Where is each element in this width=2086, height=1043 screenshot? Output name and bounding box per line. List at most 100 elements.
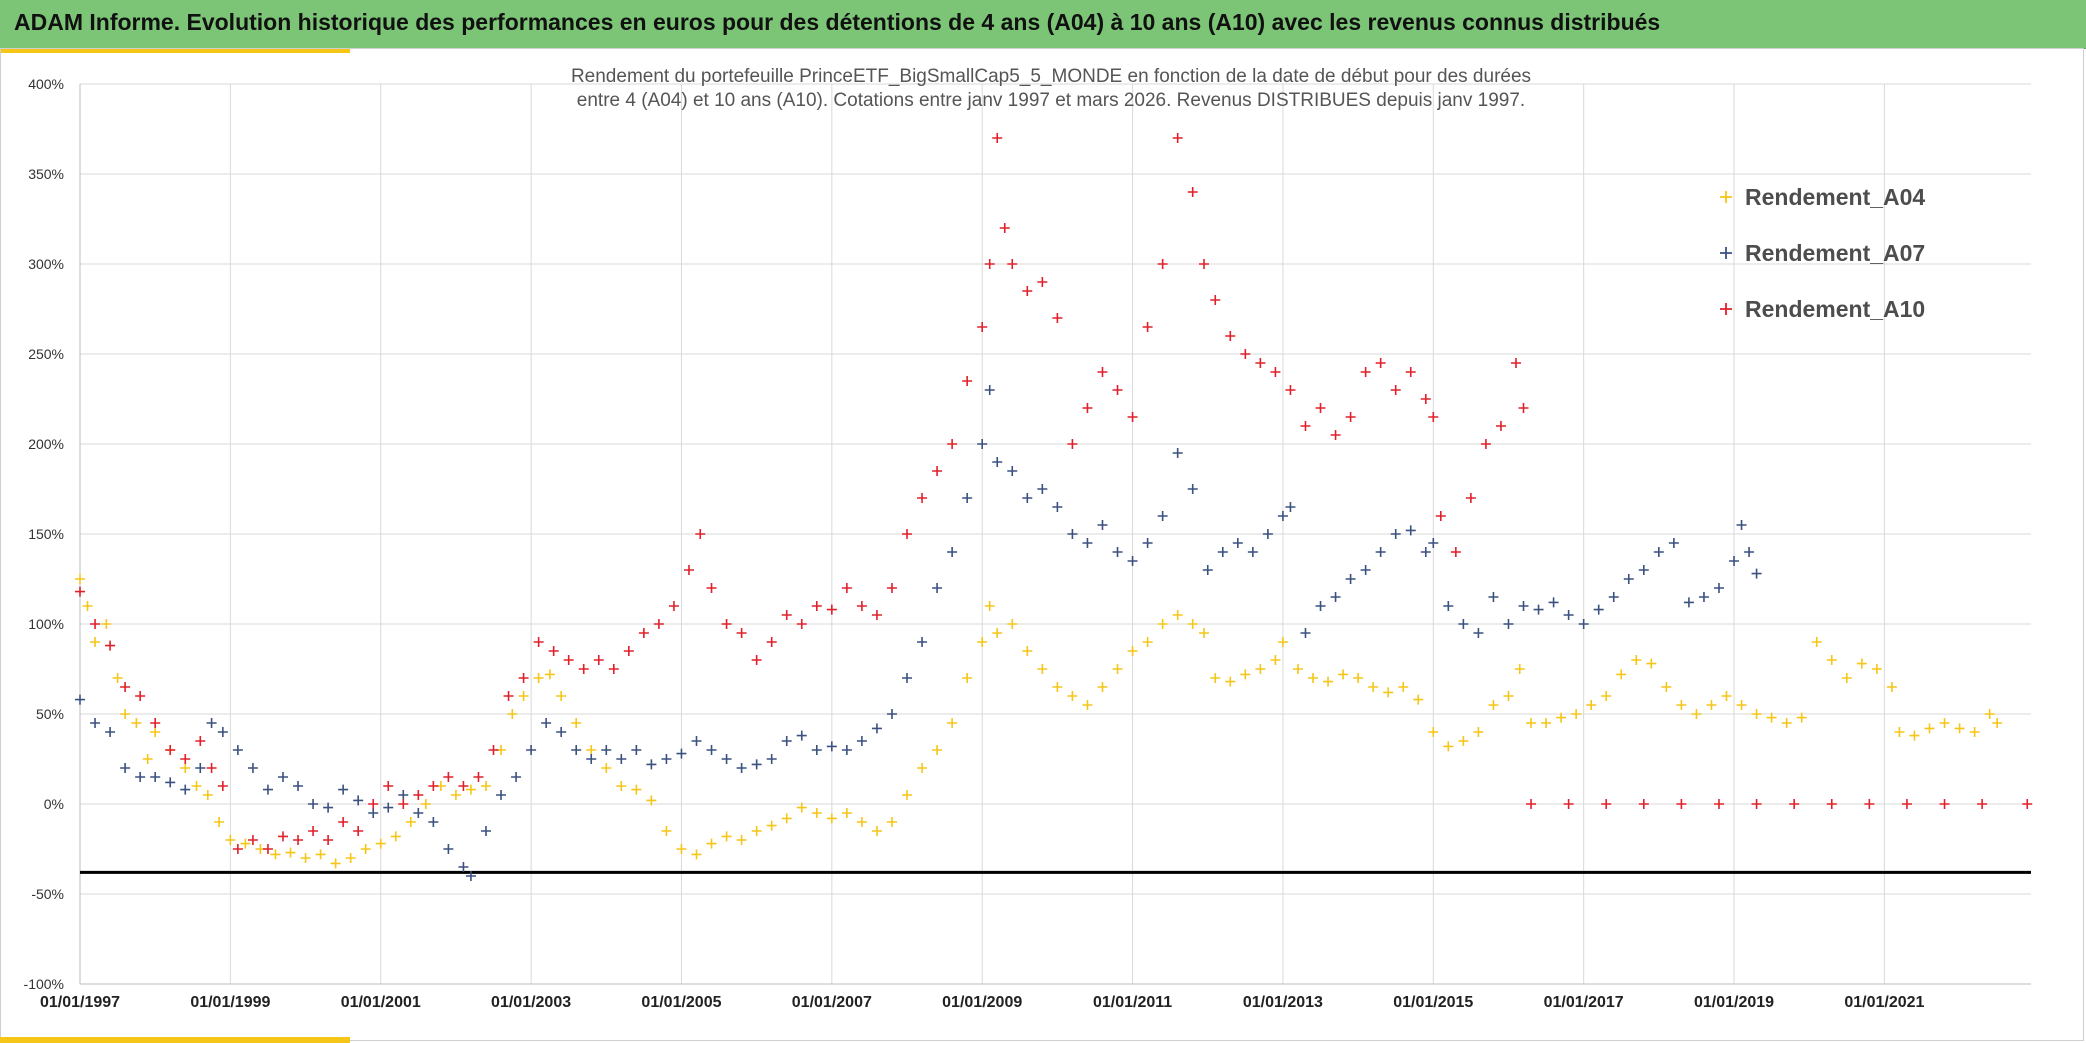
data-point bbox=[1082, 700, 1093, 710]
data-point bbox=[766, 754, 777, 764]
data-point bbox=[751, 826, 762, 836]
data-point bbox=[1277, 637, 1288, 647]
data-point bbox=[1886, 682, 1897, 692]
legend-label: Rendement_A07 bbox=[1745, 240, 1925, 266]
data-point bbox=[1901, 799, 1912, 809]
x-tick-label: 01/01/2017 bbox=[1544, 994, 1624, 1011]
data-point bbox=[947, 547, 958, 557]
data-point bbox=[518, 673, 529, 683]
data-point bbox=[1240, 669, 1251, 680]
data-point bbox=[1691, 709, 1702, 719]
data-point bbox=[1563, 799, 1574, 809]
data-point bbox=[631, 745, 642, 755]
data-point bbox=[315, 849, 326, 860]
data-point bbox=[856, 736, 867, 746]
data-point bbox=[1939, 799, 1950, 809]
data-point bbox=[1157, 619, 1168, 629]
data-point bbox=[1924, 723, 1935, 734]
data-point bbox=[962, 673, 973, 683]
data-point bbox=[180, 754, 191, 764]
data-point bbox=[1428, 727, 1439, 737]
data-point bbox=[1112, 664, 1123, 674]
scatter-chart: -100% -50% 0% 50% 100% 150% 200% 250% 300% 350% 40… bbox=[24, 66, 2033, 1011]
data-point bbox=[902, 529, 913, 539]
data-point bbox=[413, 808, 424, 818]
data-point bbox=[2022, 799, 2033, 809]
legend-item: Rendement_A10 bbox=[1720, 296, 1925, 322]
data-point bbox=[1683, 597, 1694, 608]
data-point bbox=[1992, 718, 2003, 728]
data-point bbox=[360, 844, 371, 854]
series-rendement-a04 bbox=[75, 574, 2003, 869]
data-point bbox=[871, 826, 882, 836]
data-point bbox=[150, 727, 161, 737]
data-point bbox=[826, 813, 837, 824]
data-point bbox=[1315, 403, 1326, 413]
legend-label: Rendement_A10 bbox=[1745, 296, 1925, 322]
data-point bbox=[1751, 709, 1762, 719]
data-point bbox=[1225, 676, 1236, 687]
data-point bbox=[947, 439, 958, 449]
data-point bbox=[1744, 547, 1755, 557]
data-point bbox=[458, 781, 469, 791]
data-point bbox=[1067, 691, 1078, 701]
data-point bbox=[1526, 718, 1537, 728]
x-tick-label: 01/01/2003 bbox=[491, 994, 571, 1011]
x-tick-label: 01/01/2013 bbox=[1243, 994, 1323, 1011]
data-point bbox=[368, 808, 379, 818]
data-point bbox=[488, 745, 499, 755]
y-tick-label: 150% bbox=[28, 526, 64, 542]
data-point bbox=[1262, 529, 1273, 539]
data-point bbox=[578, 664, 589, 674]
data-point bbox=[932, 466, 943, 476]
data-point bbox=[1984, 709, 1995, 719]
data-point bbox=[202, 790, 213, 800]
data-point bbox=[1751, 568, 1762, 579]
data-point bbox=[465, 784, 476, 795]
data-point bbox=[1375, 547, 1386, 557]
data-point bbox=[105, 640, 116, 651]
data-point bbox=[811, 745, 822, 755]
data-point bbox=[293, 835, 304, 845]
data-point bbox=[1443, 741, 1454, 752]
data-point bbox=[195, 763, 206, 773]
y-tick-label: 200% bbox=[28, 436, 64, 452]
data-point bbox=[75, 574, 85, 584]
data-point bbox=[195, 736, 206, 746]
data-point bbox=[1308, 673, 1318, 683]
data-point bbox=[1240, 349, 1251, 359]
data-point bbox=[1112, 547, 1123, 557]
data-point bbox=[683, 565, 694, 575]
data-point bbox=[165, 777, 176, 788]
data-point bbox=[458, 862, 469, 872]
data-point bbox=[992, 457, 1003, 467]
x-tick-label: 01/01/2001 bbox=[341, 994, 421, 1011]
data-point bbox=[308, 799, 319, 809]
data-point bbox=[1676, 700, 1687, 710]
data-point bbox=[353, 826, 364, 836]
data-point bbox=[511, 772, 522, 782]
data-point bbox=[1698, 592, 1709, 602]
data-point bbox=[353, 795, 364, 806]
data-point bbox=[398, 799, 409, 809]
data-point bbox=[518, 691, 529, 701]
data-point bbox=[1390, 529, 1401, 539]
data-point bbox=[676, 844, 687, 854]
legend-marker bbox=[1720, 247, 1732, 259]
data-point bbox=[1285, 502, 1296, 512]
legend-marker bbox=[1720, 303, 1732, 315]
data-point bbox=[277, 831, 288, 842]
data-point bbox=[992, 628, 1003, 638]
data-point bbox=[1007, 466, 1018, 476]
data-point bbox=[736, 628, 747, 638]
accent-bar-top bbox=[0, 48, 350, 53]
data-point bbox=[1789, 799, 1800, 809]
data-point bbox=[1405, 367, 1416, 377]
data-point bbox=[1548, 597, 1559, 608]
data-point bbox=[631, 784, 642, 795]
data-point bbox=[1488, 700, 1499, 710]
data-point bbox=[1601, 799, 1612, 809]
x-tick-label: 01/01/1997 bbox=[40, 994, 120, 1011]
data-point bbox=[1586, 700, 1597, 710]
data-point bbox=[1420, 394, 1431, 404]
